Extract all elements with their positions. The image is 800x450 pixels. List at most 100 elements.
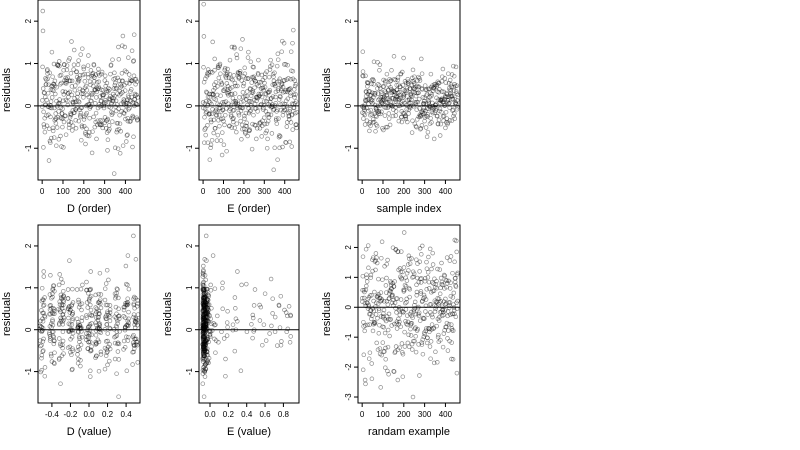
- data-point: [362, 112, 368, 118]
- data-point: [360, 367, 366, 373]
- data-point: [399, 102, 405, 107]
- data-point: [66, 122, 72, 127]
- data-point: [201, 327, 207, 333]
- data-point: [94, 79, 100, 85]
- data-point: [442, 308, 448, 313]
- data-point: [256, 79, 262, 85]
- data-point: [382, 349, 387, 354]
- data-point: [77, 336, 82, 341]
- data-point: [45, 104, 51, 109]
- data-point: [417, 78, 423, 83]
- data-point: [200, 334, 206, 340]
- data-point: [378, 111, 383, 117]
- data-point: [203, 314, 209, 319]
- data-point: [400, 269, 405, 275]
- data-point: [418, 126, 423, 132]
- data-point: [435, 121, 441, 126]
- data-point: [46, 104, 52, 109]
- data-point: [212, 68, 217, 73]
- data-point: [395, 94, 400, 100]
- data-point: [450, 311, 455, 317]
- data-point: [78, 114, 83, 120]
- data-point: [93, 320, 99, 325]
- data-point: [205, 123, 210, 128]
- data-point: [402, 282, 408, 288]
- data-point: [114, 85, 119, 91]
- plot-frame: [357, 0, 461, 181]
- y-tick-label: -1: [185, 367, 194, 375]
- data-point: [380, 324, 385, 329]
- data-point: [224, 106, 229, 111]
- data-point: [292, 78, 297, 83]
- data-point: [93, 342, 98, 347]
- data-point: [272, 145, 277, 151]
- data-point: [203, 319, 209, 324]
- data-point: [201, 340, 207, 345]
- data-point: [202, 294, 208, 300]
- data-point: [94, 85, 100, 90]
- data-point: [51, 135, 57, 140]
- data-point: [418, 289, 424, 294]
- data-point: [201, 287, 206, 293]
- data-point: [203, 323, 209, 328]
- data-point: [239, 78, 244, 83]
- data-point: [392, 93, 397, 98]
- data-point: [442, 96, 447, 102]
- data-point: [362, 102, 367, 107]
- data-point: [421, 292, 427, 298]
- data-point: [407, 256, 412, 262]
- data-point: [403, 307, 409, 312]
- data-point: [51, 61, 57, 67]
- data-point: [424, 266, 430, 271]
- data-point: [427, 104, 433, 110]
- data-point: [202, 257, 207, 262]
- data-point: [105, 302, 110, 308]
- data-point: [395, 96, 400, 102]
- data-point: [208, 69, 213, 75]
- data-point: [293, 99, 299, 104]
- data-point: [389, 68, 394, 73]
- data-point: [290, 76, 296, 82]
- data-point: [108, 71, 113, 77]
- data-point: [215, 84, 220, 89]
- data-point: [388, 278, 393, 284]
- data-point: [201, 301, 207, 306]
- data-point: [291, 101, 296, 107]
- data-point: [123, 103, 129, 108]
- data-point: [266, 101, 271, 107]
- data-point: [72, 87, 78, 93]
- data-point: [126, 95, 132, 100]
- data-point: [89, 73, 94, 79]
- data-point: [444, 120, 449, 125]
- data-point: [369, 376, 375, 382]
- data-point: [383, 283, 389, 288]
- data-point: [378, 86, 383, 91]
- data-point: [104, 322, 110, 327]
- data-point: [133, 316, 139, 322]
- data-point: [59, 306, 65, 311]
- data-point: [254, 136, 259, 142]
- data-point: [134, 339, 140, 345]
- data-point: [201, 334, 207, 340]
- data-point: [205, 292, 210, 297]
- data-point: [80, 72, 86, 78]
- data-point: [56, 101, 61, 107]
- data-point: [206, 293, 212, 299]
- data-point: [134, 115, 139, 120]
- data-point: [114, 329, 120, 335]
- data-point: [283, 140, 288, 145]
- data-point: [238, 118, 243, 124]
- data-point: [393, 109, 399, 114]
- data-point: [430, 314, 435, 320]
- data-point: [420, 298, 425, 304]
- data-point: [394, 87, 400, 93]
- data-point: [427, 326, 432, 332]
- data-point: [390, 103, 395, 109]
- data-point: [291, 105, 297, 111]
- data-point: [225, 90, 231, 96]
- data-point: [389, 286, 394, 292]
- data-point: [392, 90, 398, 95]
- data-point: [72, 110, 77, 115]
- data-point: [449, 322, 454, 327]
- data-point: [208, 282, 213, 288]
